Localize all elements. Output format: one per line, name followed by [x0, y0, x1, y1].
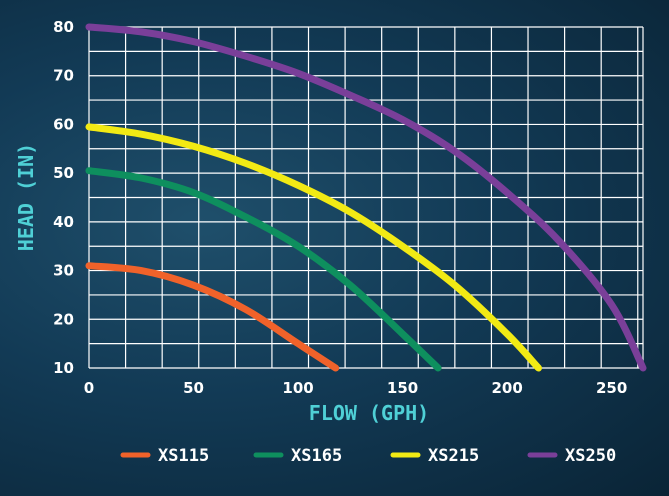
grid	[88, 26, 644, 369]
legend-label-xs250: XS250	[565, 446, 616, 466]
y-axis-title: HEAD (IN)	[14, 143, 38, 251]
x-tick-labels: 0 50 100 150 200 250	[84, 379, 628, 397]
y-tick-label-20: 20	[53, 310, 74, 328]
legend: XS115 XS165 XS215 XS250	[120, 446, 616, 466]
y-tick-labels: 10 20 30 40 50 60 70 80	[53, 18, 74, 377]
series-line-xs115	[85, 262, 340, 372]
y-tick-label-80: 80	[53, 18, 74, 36]
y-tick-label-60: 60	[53, 115, 74, 133]
x-tick-label-150: 150	[387, 379, 418, 397]
y-tick-label-30: 30	[53, 262, 74, 280]
x-tick-label-0: 0	[84, 379, 94, 397]
y-tick-label-10: 10	[53, 359, 74, 377]
series-line-xs250	[85, 23, 647, 372]
y-tick-label-50: 50	[53, 164, 74, 182]
series-line-xs165	[85, 167, 442, 372]
legend-label-xs215: XS215	[428, 446, 479, 466]
legend-label-xs115: XS115	[158, 446, 209, 466]
legend-label-xs165: XS165	[291, 446, 342, 466]
y-tick-label-40: 40	[53, 213, 74, 231]
x-tick-label-200: 200	[491, 379, 522, 397]
series-line-xs215	[85, 123, 542, 372]
x-tick-label-50: 50	[183, 379, 204, 397]
y-tick-label-70: 70	[53, 67, 74, 85]
x-tick-label-250: 250	[596, 379, 627, 397]
x-tick-label-100: 100	[282, 379, 313, 397]
series-lines	[85, 23, 647, 372]
x-axis-title: FLOW (GPH)	[309, 401, 429, 425]
